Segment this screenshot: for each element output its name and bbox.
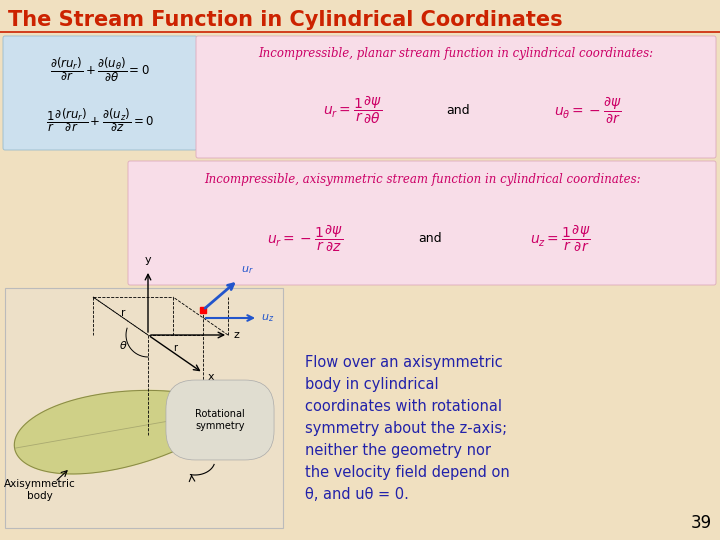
Text: y: y [145,255,151,265]
Text: Axisymmetric
body: Axisymmetric body [4,479,76,501]
FancyBboxPatch shape [128,161,716,285]
Text: z: z [234,330,240,340]
Text: the velocity field depend on: the velocity field depend on [305,465,510,480]
Text: neither the geometry nor: neither the geometry nor [305,443,491,458]
Text: Incompressible, axisymmetric stream function in cylindrical coordinates:: Incompressible, axisymmetric stream func… [204,172,640,186]
Text: $u_\theta=-\dfrac{\partial\psi}{\partial r}$: $u_\theta=-\dfrac{\partial\psi}{\partial… [554,94,622,126]
Text: and: and [446,104,470,117]
Text: $\theta$: $\theta$ [119,339,127,351]
Text: $\dfrac{1}{r}\dfrac{\partial(ru_r)}{\partial r}+\dfrac{\partial(u_z)}{\partial z: $\dfrac{1}{r}\dfrac{\partial(ru_r)}{\par… [46,106,154,134]
Text: $u_r=\dfrac{1}{r}\dfrac{\partial\psi}{\partial\theta}$: $u_r=\dfrac{1}{r}\dfrac{\partial\psi}{\p… [323,94,382,126]
Polygon shape [14,390,222,474]
Text: Incompressible, planar stream function in cylindrical coordinates:: Incompressible, planar stream function i… [258,48,654,60]
Text: r: r [121,308,125,318]
FancyBboxPatch shape [3,36,197,150]
Text: θ, and uθ = 0.: θ, and uθ = 0. [305,487,409,502]
Text: $u_r$: $u_r$ [241,264,253,276]
Text: r: r [173,343,177,353]
Text: Flow over an axisymmetric: Flow over an axisymmetric [305,355,503,370]
Text: symmetry about the z-axis;: symmetry about the z-axis; [305,421,507,436]
Text: body in cylindrical: body in cylindrical [305,377,438,392]
Text: 39: 39 [691,514,712,532]
Text: Rotational
symmetry: Rotational symmetry [195,409,245,431]
Text: coordinates with rotational: coordinates with rotational [305,399,502,414]
FancyBboxPatch shape [196,36,716,158]
Text: $\dfrac{\partial(ru_r)}{\partial r}+\dfrac{\partial(u_\theta)}{\partial \theta}=: $\dfrac{\partial(ru_r)}{\partial r}+\dfr… [50,56,150,84]
Text: The Stream Function in Cylindrical Coordinates: The Stream Function in Cylindrical Coord… [8,10,562,30]
Text: and: and [418,232,442,245]
Text: $u_r=-\dfrac{1}{r}\dfrac{\partial\psi}{\partial z}$: $u_r=-\dfrac{1}{r}\dfrac{\partial\psi}{\… [267,222,343,254]
Text: $u_z$: $u_z$ [261,312,274,324]
FancyBboxPatch shape [5,288,283,528]
Text: $u_z=\dfrac{1}{r}\dfrac{\partial\psi}{\partial r}$: $u_z=\dfrac{1}{r}\dfrac{\partial\psi}{\p… [530,222,590,254]
Text: x: x [208,372,215,382]
